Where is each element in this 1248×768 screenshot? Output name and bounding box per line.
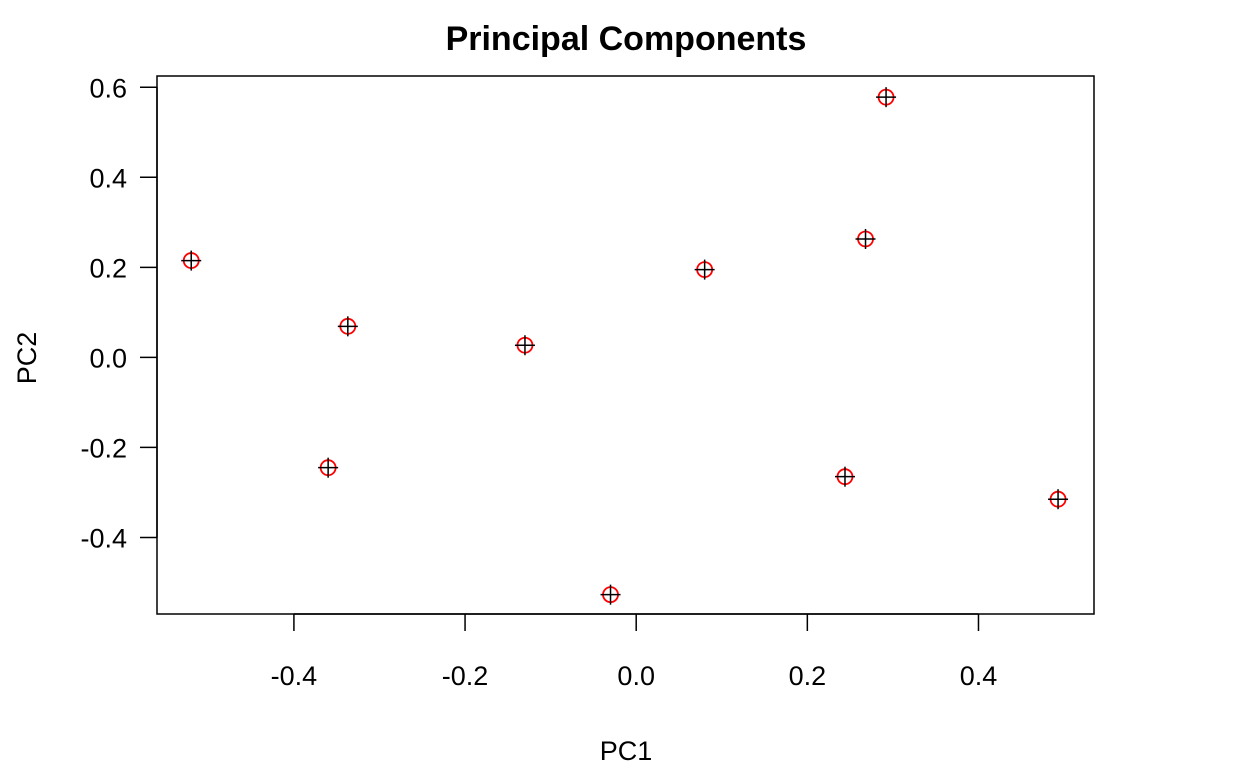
data-point <box>1048 489 1069 510</box>
y-axis: -0.4 -0.2 0.0 0.2 0.4 0.6 <box>80 73 158 553</box>
data-point <box>876 87 897 108</box>
data-point <box>318 457 339 478</box>
x-axis: -0.4 -0.2 0.0 0.2 0.4 <box>271 613 998 691</box>
chart-title: Principal Components <box>446 20 807 58</box>
y-tick-label: 0.0 <box>89 343 127 373</box>
x-tick-label: -0.4 <box>271 661 318 691</box>
data-point <box>694 259 715 280</box>
x-tick-label: 0.2 <box>789 661 827 691</box>
data-point <box>181 250 202 271</box>
data-points <box>181 87 1069 605</box>
data-point <box>855 228 876 249</box>
x-axis-label: PC1 <box>600 736 653 766</box>
plot-frame <box>156 75 1095 615</box>
data-point <box>337 316 358 337</box>
x-tick-label: 0.0 <box>617 661 655 691</box>
y-axis-label: PC2 <box>12 332 42 385</box>
x-tick-label: -0.2 <box>442 661 489 691</box>
y-tick-label: 0.2 <box>89 253 127 283</box>
data-point <box>600 584 621 605</box>
data-point <box>834 466 855 487</box>
data-point <box>514 335 535 356</box>
y-tick-label: 0.4 <box>89 163 127 193</box>
y-tick-label: 0.6 <box>89 73 127 103</box>
x-tick-label: 0.4 <box>960 661 998 691</box>
y-tick-label: -0.2 <box>80 433 127 463</box>
y-tick-label: -0.4 <box>80 523 127 553</box>
